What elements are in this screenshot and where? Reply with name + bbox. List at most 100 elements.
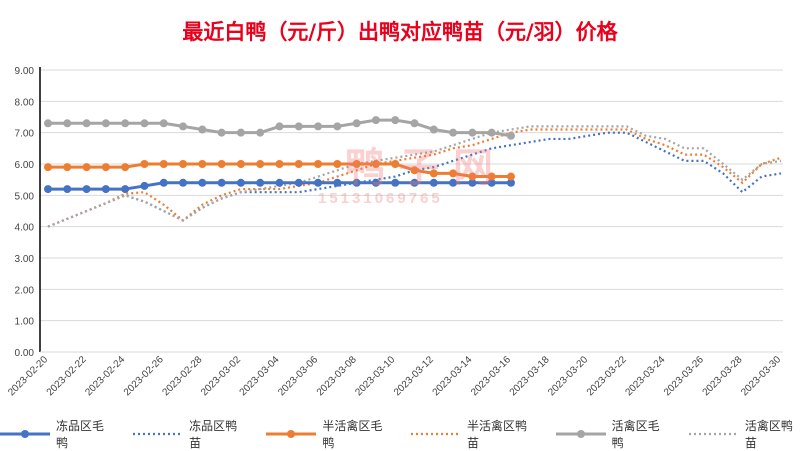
x-tick-label: 2023-02-22	[45, 354, 89, 398]
data-point	[314, 178, 323, 187]
y-tick-label: 0.00	[15, 348, 35, 359]
y-tick-label: 8.00	[15, 97, 35, 108]
legend-label: 冻品区鸭苗	[189, 419, 238, 450]
data-point	[101, 185, 110, 194]
data-point	[236, 160, 245, 168]
y-tick-label: 2.00	[15, 285, 35, 296]
data-point	[352, 160, 361, 168]
data-point	[371, 116, 380, 125]
x-tick-label: 2023-03-14	[431, 354, 475, 398]
data-point	[44, 119, 52, 128]
data-point	[198, 160, 207, 168]
data-point	[275, 178, 284, 187]
data-point	[506, 178, 515, 187]
data-point	[333, 122, 342, 131]
data-point	[391, 160, 400, 168]
x-tick-label: 2023-03-12	[392, 354, 436, 398]
data-point	[294, 178, 303, 187]
data-point	[63, 119, 72, 128]
data-point	[256, 160, 265, 168]
x-tick-label: 2023-03-22	[585, 354, 629, 398]
legend-label: 冻品区毛鸭	[55, 419, 104, 450]
data-point	[410, 166, 419, 175]
data-point	[275, 160, 284, 168]
data-point	[294, 160, 303, 168]
data-point	[121, 163, 130, 172]
data-point	[352, 119, 361, 128]
data-point	[198, 178, 207, 187]
data-point	[159, 160, 168, 168]
data-point	[256, 128, 265, 137]
data-point	[82, 185, 91, 194]
legend-label: 半活禽区毛鸭	[322, 419, 383, 450]
legend-item: 活禽区毛鸭	[555, 417, 667, 451]
data-point	[410, 119, 419, 128]
data-point	[140, 160, 149, 168]
x-tick-label: 2023-03-02	[199, 354, 243, 398]
data-point	[101, 119, 110, 128]
data-point	[314, 122, 323, 131]
x-tick-label: 2023-02-26	[122, 354, 166, 398]
data-point	[391, 116, 400, 125]
data-point	[449, 178, 458, 187]
x-tick-label: 2023-03-28	[701, 354, 745, 398]
legend-item: 半活禽区鸭苗	[411, 417, 534, 451]
x-tick-label: 2023-03-24	[623, 354, 667, 398]
chart-title: 最近白鸭（元/斤）出鸭对应鸭苗（元/羽）价格	[182, 20, 618, 44]
legend-item: 冻品区毛鸭	[0, 417, 111, 451]
legend-swatch	[411, 429, 461, 439]
y-tick-label: 4.00	[15, 223, 35, 234]
data-point	[217, 128, 226, 137]
data-point	[333, 178, 342, 187]
data-point	[391, 178, 400, 187]
data-point	[63, 163, 72, 172]
data-point	[371, 178, 380, 187]
x-tick-label: 2023-03-18	[508, 354, 552, 398]
data-point	[236, 178, 245, 187]
data-point	[487, 128, 496, 137]
data-point	[314, 160, 323, 168]
x-tick-label: 2023-02-20	[6, 354, 50, 398]
data-point	[44, 163, 52, 172]
legend-label: 活禽区鸭苗	[744, 419, 793, 450]
series-line-3	[47, 128, 782, 228]
data-point	[449, 128, 458, 137]
data-point	[352, 178, 361, 187]
y-tick-label: 7.00	[15, 129, 35, 140]
y-tick-label: 1.00	[15, 317, 35, 328]
data-point	[333, 160, 342, 168]
x-tick-label: 2023-03-08	[315, 354, 359, 398]
data-point	[506, 172, 515, 181]
series-line-5	[47, 125, 782, 228]
legend-swatch	[688, 429, 739, 439]
data-point	[429, 125, 438, 134]
legend-swatch	[555, 429, 606, 439]
x-tick-label: 2023-03-06	[276, 354, 320, 398]
data-point	[159, 178, 168, 187]
x-tick-label: 2023-02-24	[83, 354, 127, 398]
data-point	[429, 178, 438, 187]
legend-swatch	[266, 429, 317, 439]
data-point	[506, 131, 515, 140]
x-tick-label: 2023-02-28	[160, 354, 204, 398]
data-point	[468, 178, 477, 187]
y-tick-label: 5.00	[15, 191, 35, 202]
legend-label: 活禽区毛鸭	[611, 419, 660, 450]
legend-item: 半活禽区毛鸭	[266, 417, 389, 451]
x-tick-label: 2023-03-20	[546, 354, 590, 398]
data-point	[179, 160, 188, 168]
legend-label: 半活禽区鸭苗	[467, 419, 528, 450]
data-point	[217, 160, 226, 168]
data-point	[429, 169, 438, 178]
data-point	[236, 128, 245, 137]
data-point	[217, 178, 226, 187]
x-tick-label: 2023-03-26	[662, 354, 706, 398]
data-point	[371, 160, 380, 168]
data-point	[256, 178, 265, 187]
legend-item: 冻品区鸭苗	[133, 417, 244, 451]
data-point	[179, 178, 188, 187]
x-tick-label: 2023-03-10	[353, 354, 397, 398]
data-point	[63, 185, 72, 194]
data-point	[101, 163, 110, 172]
